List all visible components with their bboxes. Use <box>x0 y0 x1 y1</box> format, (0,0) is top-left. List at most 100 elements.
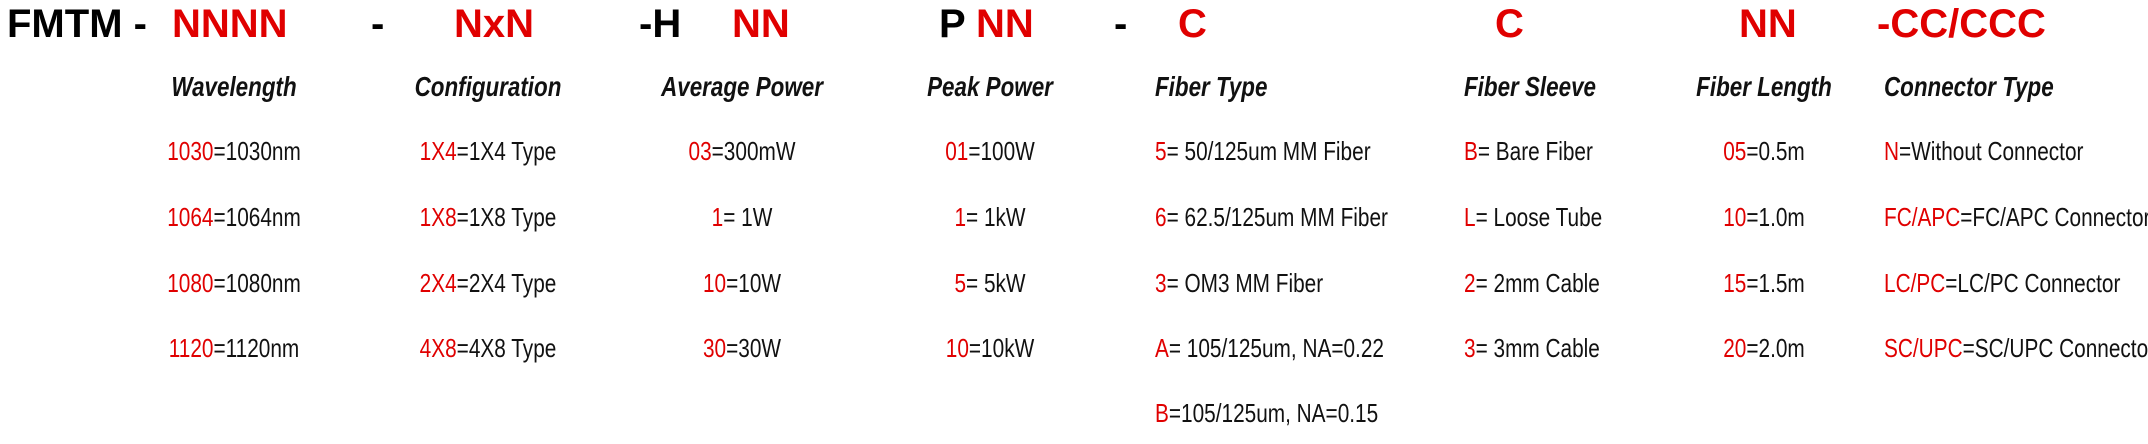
option-description: =2.0m <box>1746 333 1805 363</box>
option-code: B <box>1464 136 1478 166</box>
option-row: 1120=1120nm <box>169 331 300 365</box>
option-row: 1064=1064nm <box>167 200 301 234</box>
option-code: 1 <box>954 202 967 232</box>
option-row: 10=10W <box>703 266 781 300</box>
header-segment: NN <box>732 2 790 46</box>
option-description: =1120nm <box>213 333 300 363</box>
option-row: 30=30W <box>703 331 781 365</box>
option-row: 05=0.5m <box>1723 134 1805 168</box>
option-row: 1X4=1X4 Type <box>420 134 557 168</box>
option-description: =10kW <box>968 333 1035 363</box>
header-segment: NN <box>976 2 1034 46</box>
option-description: =100W <box>968 136 1035 166</box>
option-code: 2X4 <box>419 268 457 298</box>
option-code: 20 <box>1723 333 1747 363</box>
column-heading: Fiber Type <box>1155 71 1268 102</box>
option-code: 1030 <box>167 136 214 166</box>
option-description: =1.0m <box>1746 202 1805 232</box>
option-description: =0.5m <box>1746 136 1805 166</box>
option-row: 1= 1kW <box>954 200 1025 234</box>
column-heading: Peak Power <box>927 71 1053 102</box>
option-row: 5= 50/125um MM Fiber <box>1155 134 1371 168</box>
header-segment: FMTM - <box>7 2 147 46</box>
option-code: 05 <box>1723 136 1747 166</box>
option-description: = 5kW <box>966 268 1026 298</box>
option-row: 1= 1W <box>712 200 773 234</box>
option-code: FC/APC <box>1884 202 1961 232</box>
option-code: 2 <box>1464 268 1476 298</box>
option-code: 6 <box>1155 202 1167 232</box>
option-description: = 62.5/125um MM Fiber <box>1166 202 1388 232</box>
option-code: LC/PC <box>1884 268 1946 298</box>
option-code: 1 <box>711 202 724 232</box>
option-description: =300mW <box>711 136 796 166</box>
header-segment: - <box>371 2 385 46</box>
option-row: 3= OM3 MM Fiber <box>1155 266 1323 300</box>
option-row: 1080=1080nm <box>167 266 301 300</box>
option-row: 3= 3mm Cable <box>1464 331 1600 365</box>
option-description: =1064nm <box>213 202 301 232</box>
option-row: 03=300mW <box>689 134 796 168</box>
header-segment: - <box>1114 2 1128 46</box>
header-segment: P <box>939 2 966 46</box>
header-segment: -CC/CCC <box>1877 2 2046 46</box>
option-description: = OM3 MM Fiber <box>1166 268 1324 298</box>
option-row: 1030=1030nm <box>167 134 301 168</box>
option-description: = Loose Tube <box>1475 202 1603 232</box>
option-code: 5 <box>954 268 967 298</box>
header-segment: C <box>1495 2 1524 46</box>
option-row: L= Loose Tube <box>1464 200 1602 234</box>
option-row: B= Bare Fiber <box>1464 134 1593 168</box>
option-description: = Bare Fiber <box>1477 136 1593 166</box>
option-code: 30 <box>702 333 727 363</box>
column-heading: Fiber Length <box>1696 71 1832 102</box>
option-row: 2= 2mm Cable <box>1464 266 1600 300</box>
option-row: 6= 62.5/125um MM Fiber <box>1155 200 1388 234</box>
option-description: =10W <box>726 268 782 298</box>
option-code: 1120 <box>168 333 214 363</box>
option-description: = 1kW <box>966 202 1026 232</box>
column-heading: Configuration <box>414 71 562 102</box>
option-description: =1030nm <box>213 136 301 166</box>
option-code: 10 <box>945 333 969 363</box>
option-code: 1064 <box>167 202 214 232</box>
option-code: A <box>1155 333 1169 363</box>
option-description: =1X8 Type <box>456 202 557 232</box>
option-description: =1.5m <box>1746 268 1805 298</box>
option-row: 10=10kW <box>946 331 1034 365</box>
option-row: 15=1.5m <box>1723 266 1805 300</box>
option-description: =1080nm <box>213 268 301 298</box>
option-code: 1080 <box>167 268 214 298</box>
header-segment: NNNN <box>172 2 288 46</box>
option-description: =105/125um, NA=0.15 <box>1168 398 1379 428</box>
option-code: L <box>1464 202 1476 232</box>
option-row: 1X8=1X8 Type <box>420 200 557 234</box>
option-code: B <box>1155 398 1169 428</box>
column-heading: Connector Type <box>1884 71 2054 102</box>
option-row: N=Without Connector <box>1884 134 2083 168</box>
option-description: =Without Connector <box>1899 136 2084 166</box>
header-segment: NN <box>1739 2 1797 46</box>
option-code: 15 <box>1723 268 1747 298</box>
option-row: 2X4=2X4 Type <box>420 266 557 300</box>
option-description: =FC/APC Connector <box>1960 202 2148 232</box>
column-heading: Average Power <box>661 71 823 102</box>
option-description: =4X8 Type <box>456 333 557 363</box>
header-segment: C <box>1178 2 1207 46</box>
option-code: 01 <box>945 136 969 166</box>
option-code: 3 <box>1464 333 1476 363</box>
option-row: 01=100W <box>945 134 1035 168</box>
option-description: = 2mm Cable <box>1475 268 1600 298</box>
option-code: 3 <box>1155 268 1167 298</box>
option-row: A= 105/125um, NA=0.22 <box>1155 331 1384 365</box>
option-code: 10 <box>1723 202 1747 232</box>
option-row: SC/UPC=SC/UPC Connector <box>1884 331 2148 365</box>
column-heading: Fiber Sleeve <box>1464 71 1596 102</box>
option-row: 4X8=4X8 Type <box>420 331 557 365</box>
option-description: =SC/UPC Connector <box>1962 333 2148 363</box>
option-row: 10=1.0m <box>1723 200 1805 234</box>
option-description: =LC/PC Connector <box>1945 268 2121 298</box>
option-row: 5= 5kW <box>954 266 1025 300</box>
option-code: N <box>1884 136 1900 166</box>
